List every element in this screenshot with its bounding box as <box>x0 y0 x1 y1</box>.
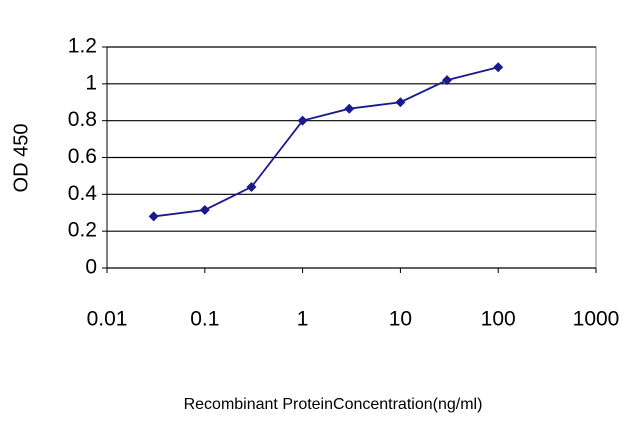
x-axis-label: Recombinant ProteinConcentration(ng/ml) <box>184 396 483 413</box>
x-tick-label: 10 <box>389 308 412 331</box>
y-axis-label: OD 450 <box>10 124 32 193</box>
x-tick-label: 1000 <box>573 308 620 331</box>
data-point <box>246 181 257 192</box>
data-line <box>153 66 499 218</box>
data-point <box>442 75 453 86</box>
y-tick-label: 0 <box>85 256 97 279</box>
y-tick-label: 0.6 <box>68 145 97 168</box>
x-tick-label: 0.1 <box>190 308 219 331</box>
x-tick-label: 100 <box>481 308 516 331</box>
x-tick-label: 0.01 <box>87 308 128 331</box>
data-point <box>199 204 210 215</box>
y-tick-label: 1 <box>85 71 97 94</box>
y-tick-label: 0.2 <box>68 219 97 242</box>
y-tick-label: 1.2 <box>68 35 97 58</box>
y-tick-label: 0.4 <box>68 182 98 205</box>
data-point <box>493 62 504 73</box>
data-point <box>395 97 406 108</box>
data-point <box>148 211 159 222</box>
x-tick-label: 1 <box>297 308 309 331</box>
data-point <box>344 103 355 114</box>
data-point <box>297 115 308 126</box>
y-tick-label: 0.8 <box>68 108 97 131</box>
